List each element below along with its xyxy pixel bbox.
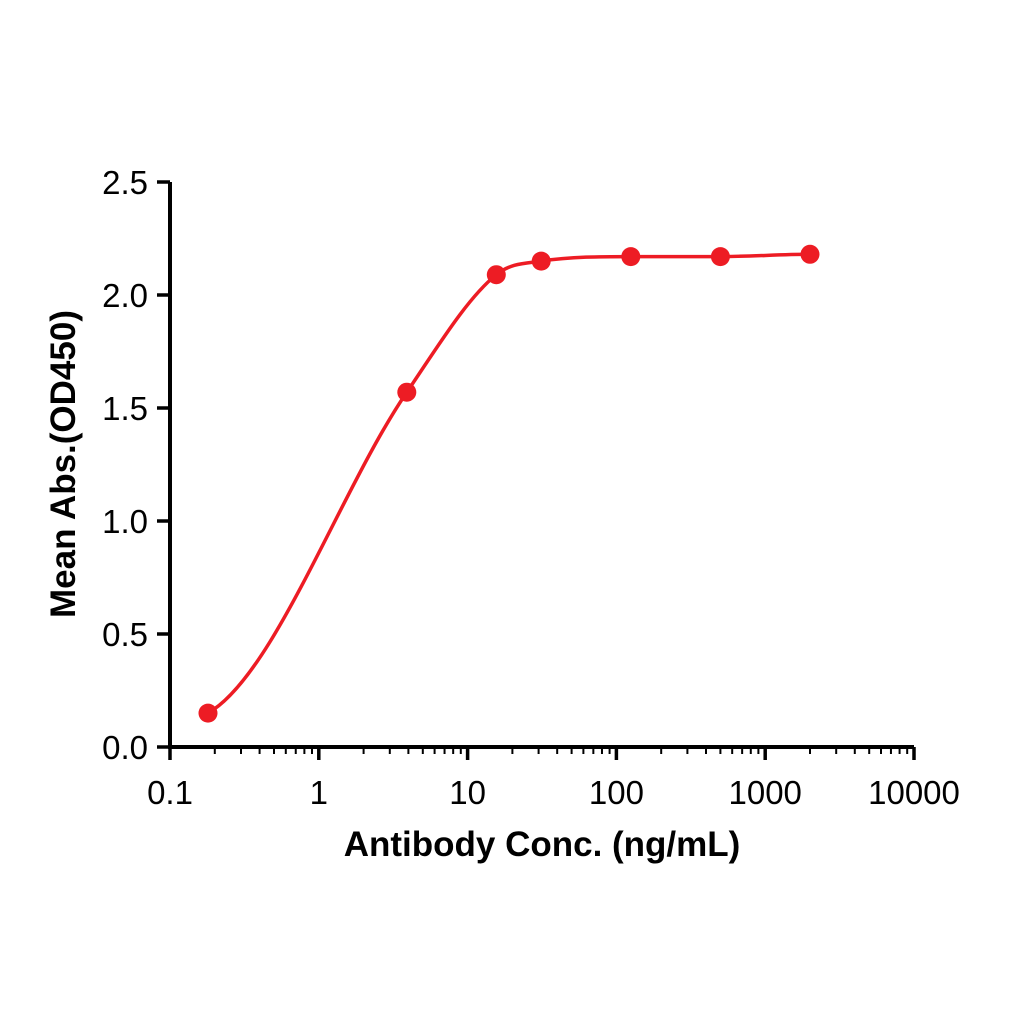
x-tick-label: 10000: [868, 774, 960, 811]
x-tick-label: 1: [310, 774, 328, 811]
data-series: [198, 244, 820, 723]
data-point: [621, 247, 641, 267]
y-tick-label: 1.5: [102, 390, 148, 427]
fit-curve: [206, 252, 812, 715]
x-axis-title: Antibody Conc. (ng/mL): [344, 825, 741, 864]
y-tick-label: 0.5: [102, 616, 148, 653]
axes: 0.1 1 10 100 1000 10000 0.0 0.5 1.0 1.5 2.0 2.5: [102, 164, 960, 811]
y-tick-label: 0.0: [102, 729, 148, 766]
x-tick-label: 1000: [728, 774, 801, 811]
y-axis-title: Mean Abs.(OD450): [44, 310, 83, 618]
data-point: [531, 251, 551, 271]
y-tick-label: 1.0: [102, 503, 148, 540]
data-point: [800, 244, 820, 264]
y-tick-label: 2.0: [102, 277, 148, 314]
x-tick-label: 10: [449, 774, 486, 811]
data-point: [710, 247, 730, 267]
x-tick-label: 0.1: [147, 774, 193, 811]
x-tick-label: 100: [589, 774, 644, 811]
data-point: [486, 265, 506, 285]
data-point: [397, 382, 417, 402]
y-tick-label: 2.5: [102, 164, 148, 201]
data-point: [198, 703, 218, 723]
